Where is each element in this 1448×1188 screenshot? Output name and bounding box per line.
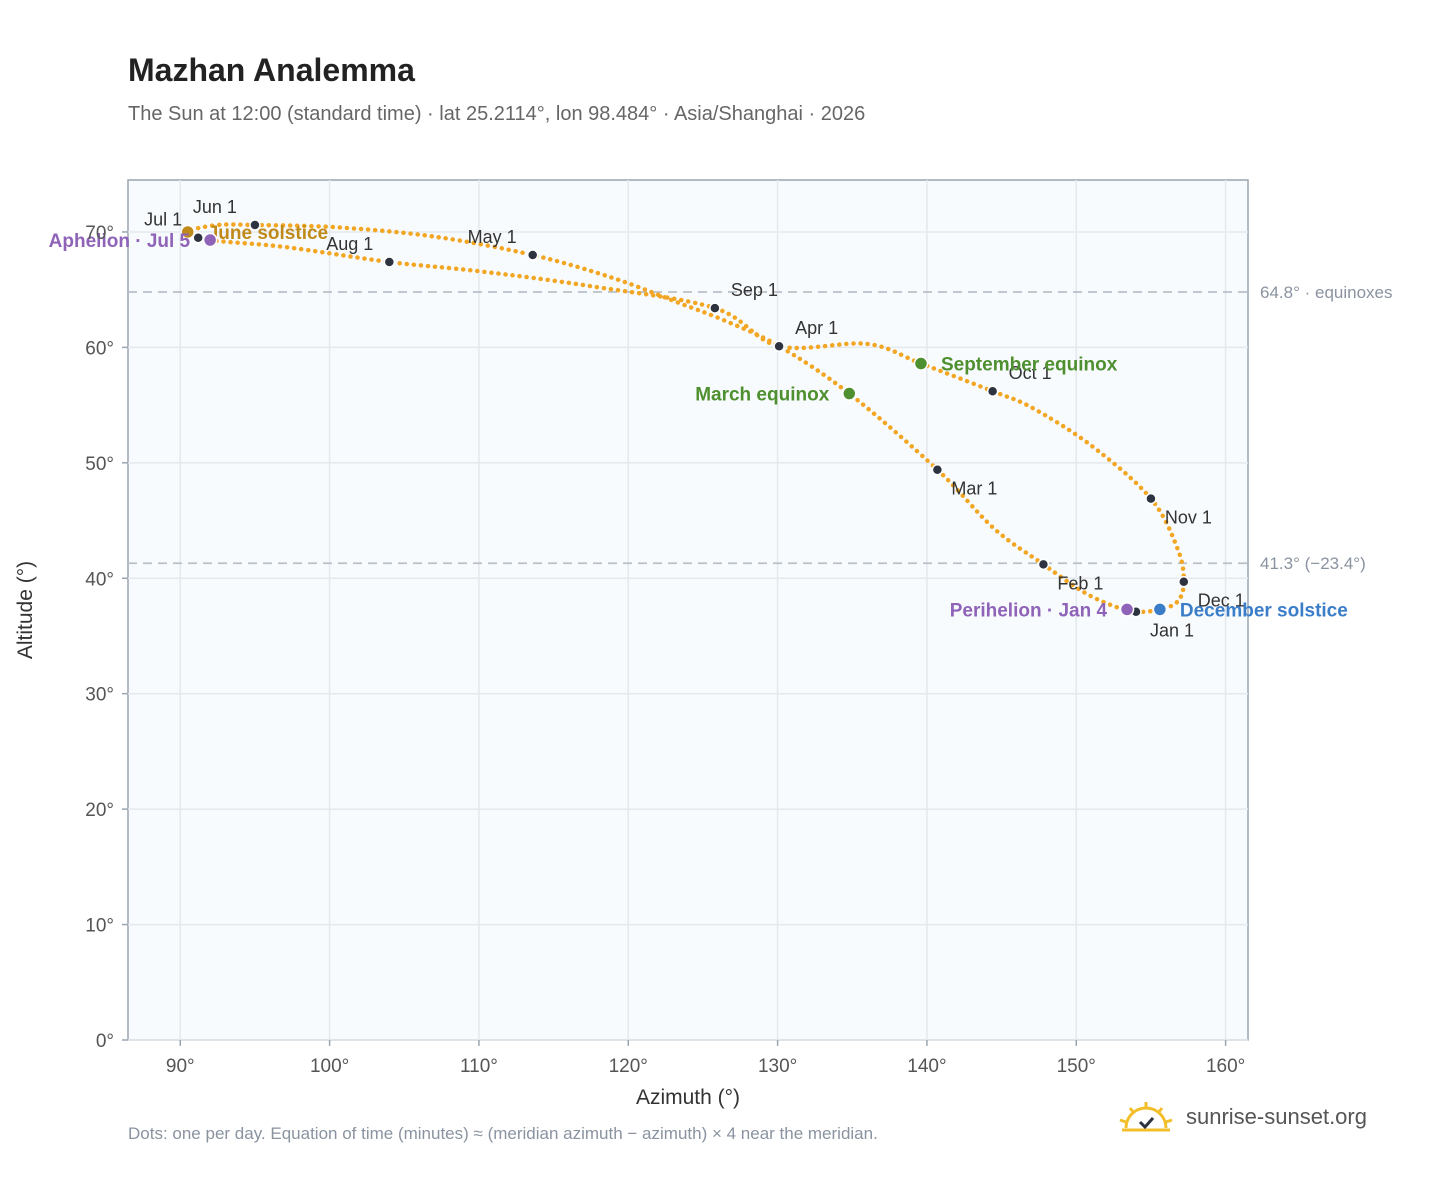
- month-label: May 1: [468, 227, 517, 247]
- month-markers: Jan 1 Feb 1 Mar 1 Apr 1 May 1 Jun 1 Jul 1 Aug 1…: [144, 197, 1245, 641]
- month-label: Apr 1: [795, 318, 838, 338]
- event-label: March equinox: [695, 385, 830, 406]
- event-label: December solstice: [1180, 600, 1348, 621]
- x-tick-label: 120°: [609, 1056, 648, 1077]
- x-tick-label: 100°: [310, 1056, 349, 1077]
- brand-text: sunrise-sunset.org: [1186, 1104, 1367, 1129]
- y-tick-label: 50°: [85, 454, 114, 475]
- x-tick-label: 150°: [1057, 1056, 1096, 1077]
- month-dot: [773, 340, 785, 352]
- event-dot: [202, 232, 218, 248]
- event-dot: [842, 386, 857, 401]
- reference-lines: 64.8° · equinoxes 41.3° (−23.4°): [128, 283, 1393, 573]
- y-tick-label: 70°: [85, 223, 114, 244]
- month-label: Jun 1: [193, 197, 237, 217]
- analemma-path: [185, 222, 1187, 615]
- event-markers: March equinox September equinox June solst…: [49, 223, 1348, 621]
- y-axis-label: Altitude (°): [14, 561, 37, 659]
- month-label: Feb 1: [1057, 573, 1103, 593]
- event-label: September equinox: [941, 355, 1118, 376]
- month-label: Nov 1: [1165, 508, 1212, 528]
- event-dot: [1152, 602, 1168, 617]
- month-label: Aug 1: [326, 234, 373, 254]
- y-tick-label: 10°: [85, 916, 114, 937]
- chart-subtitle: The Sun at 12:00 (standard time) · lat 2…: [128, 103, 866, 125]
- x-tick-label: 140°: [907, 1056, 946, 1077]
- month-dot: [249, 219, 261, 231]
- reference-line-label: 41.3° (−23.4°): [1260, 554, 1366, 573]
- month-dot: [526, 249, 539, 261]
- month-dot: [709, 302, 721, 314]
- y-tick-label: 20°: [85, 800, 114, 821]
- month-dot: [986, 385, 999, 397]
- x-tick-label: 160°: [1206, 1056, 1245, 1077]
- month-label: Dec 1: [1198, 591, 1245, 611]
- y-tick-label: 60°: [85, 338, 114, 359]
- y-tick-label: 0°: [96, 1031, 114, 1052]
- x-axis-label: Azimuth (°): [636, 1086, 740, 1109]
- month-dot: [383, 256, 396, 268]
- chart-title: Mazhan Analemma: [128, 52, 415, 88]
- month-label: Jan 1: [1150, 621, 1194, 641]
- analemma-curve: [185, 222, 1187, 615]
- x-tick-label: 130°: [758, 1056, 797, 1077]
- event-dot: [1119, 602, 1135, 617]
- brand[interactable]: sunrise-sunset.org: [1118, 1100, 1367, 1134]
- event-label: Aphelion · Jul 5: [49, 231, 191, 252]
- month-dot: [1037, 558, 1050, 571]
- event-dot: [180, 224, 195, 240]
- month-label: Oct 1: [1009, 363, 1052, 383]
- axes: 90° 100° 110° 120° 130° 140° 150° 160° 0° 10° 20° 3…: [85, 223, 1245, 1077]
- month-dot: [931, 463, 944, 476]
- y-tick-label: 40°: [85, 569, 114, 590]
- x-tick-label: 90°: [166, 1056, 195, 1077]
- month-label: Jul 1: [144, 210, 182, 230]
- sun-logo-icon: [1119, 1102, 1173, 1132]
- event-label: Perihelion · Jan 4: [950, 600, 1108, 621]
- month-dot: [1145, 492, 1157, 505]
- y-tick-label: 30°: [85, 685, 114, 706]
- month-label: Mar 1: [951, 479, 997, 499]
- plot-area: [127, 179, 1249, 1041]
- reference-line-label: 64.8° · equinoxes: [1260, 283, 1393, 302]
- month-dot: [1178, 575, 1190, 588]
- x-tick-label: 110°: [460, 1056, 498, 1077]
- month-label: Sep 1: [731, 280, 778, 300]
- month-dot: [192, 231, 204, 244]
- event-dot: [913, 356, 929, 371]
- footnote: Dots: one per day. Equation of time (min…: [128, 1124, 878, 1143]
- event-label: June solstice: [208, 223, 328, 244]
